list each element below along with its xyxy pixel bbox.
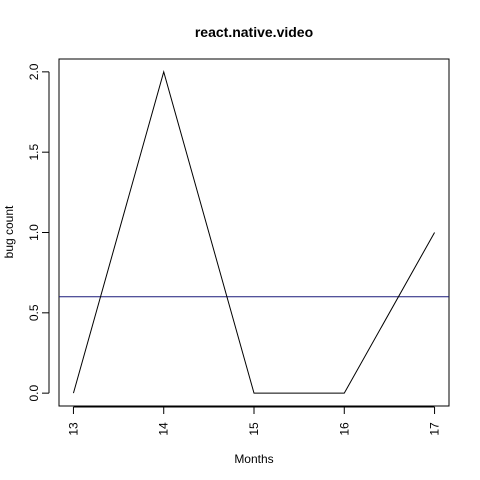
- x-tick-label: 15: [247, 422, 261, 436]
- x-axis-label: Months: [234, 452, 273, 466]
- y-tick-label: 0.5: [27, 304, 41, 321]
- series-line-bug-count: [72, 70, 435, 394]
- y-axis: 0.0 0.5 1.0 1.5 2.0: [27, 63, 50, 401]
- y-tick-label: 0.0: [27, 384, 41, 401]
- x-tick-label: 17: [428, 422, 442, 436]
- y-tick-label: 2.0: [27, 63, 41, 80]
- x-tick-label: 13: [66, 422, 80, 436]
- x-tick-label: 14: [157, 422, 171, 436]
- x-axis: 13 14 15 16 17: [66, 406, 442, 436]
- plot-frame: [58, 58, 450, 407]
- y-axis-label: bug count: [2, 205, 16, 258]
- x-tick-label: 16: [337, 422, 351, 436]
- y-tick-label: 1.5: [27, 144, 41, 161]
- chart-title: react.native.video: [195, 24, 313, 40]
- y-tick-label: 1.0: [27, 224, 41, 241]
